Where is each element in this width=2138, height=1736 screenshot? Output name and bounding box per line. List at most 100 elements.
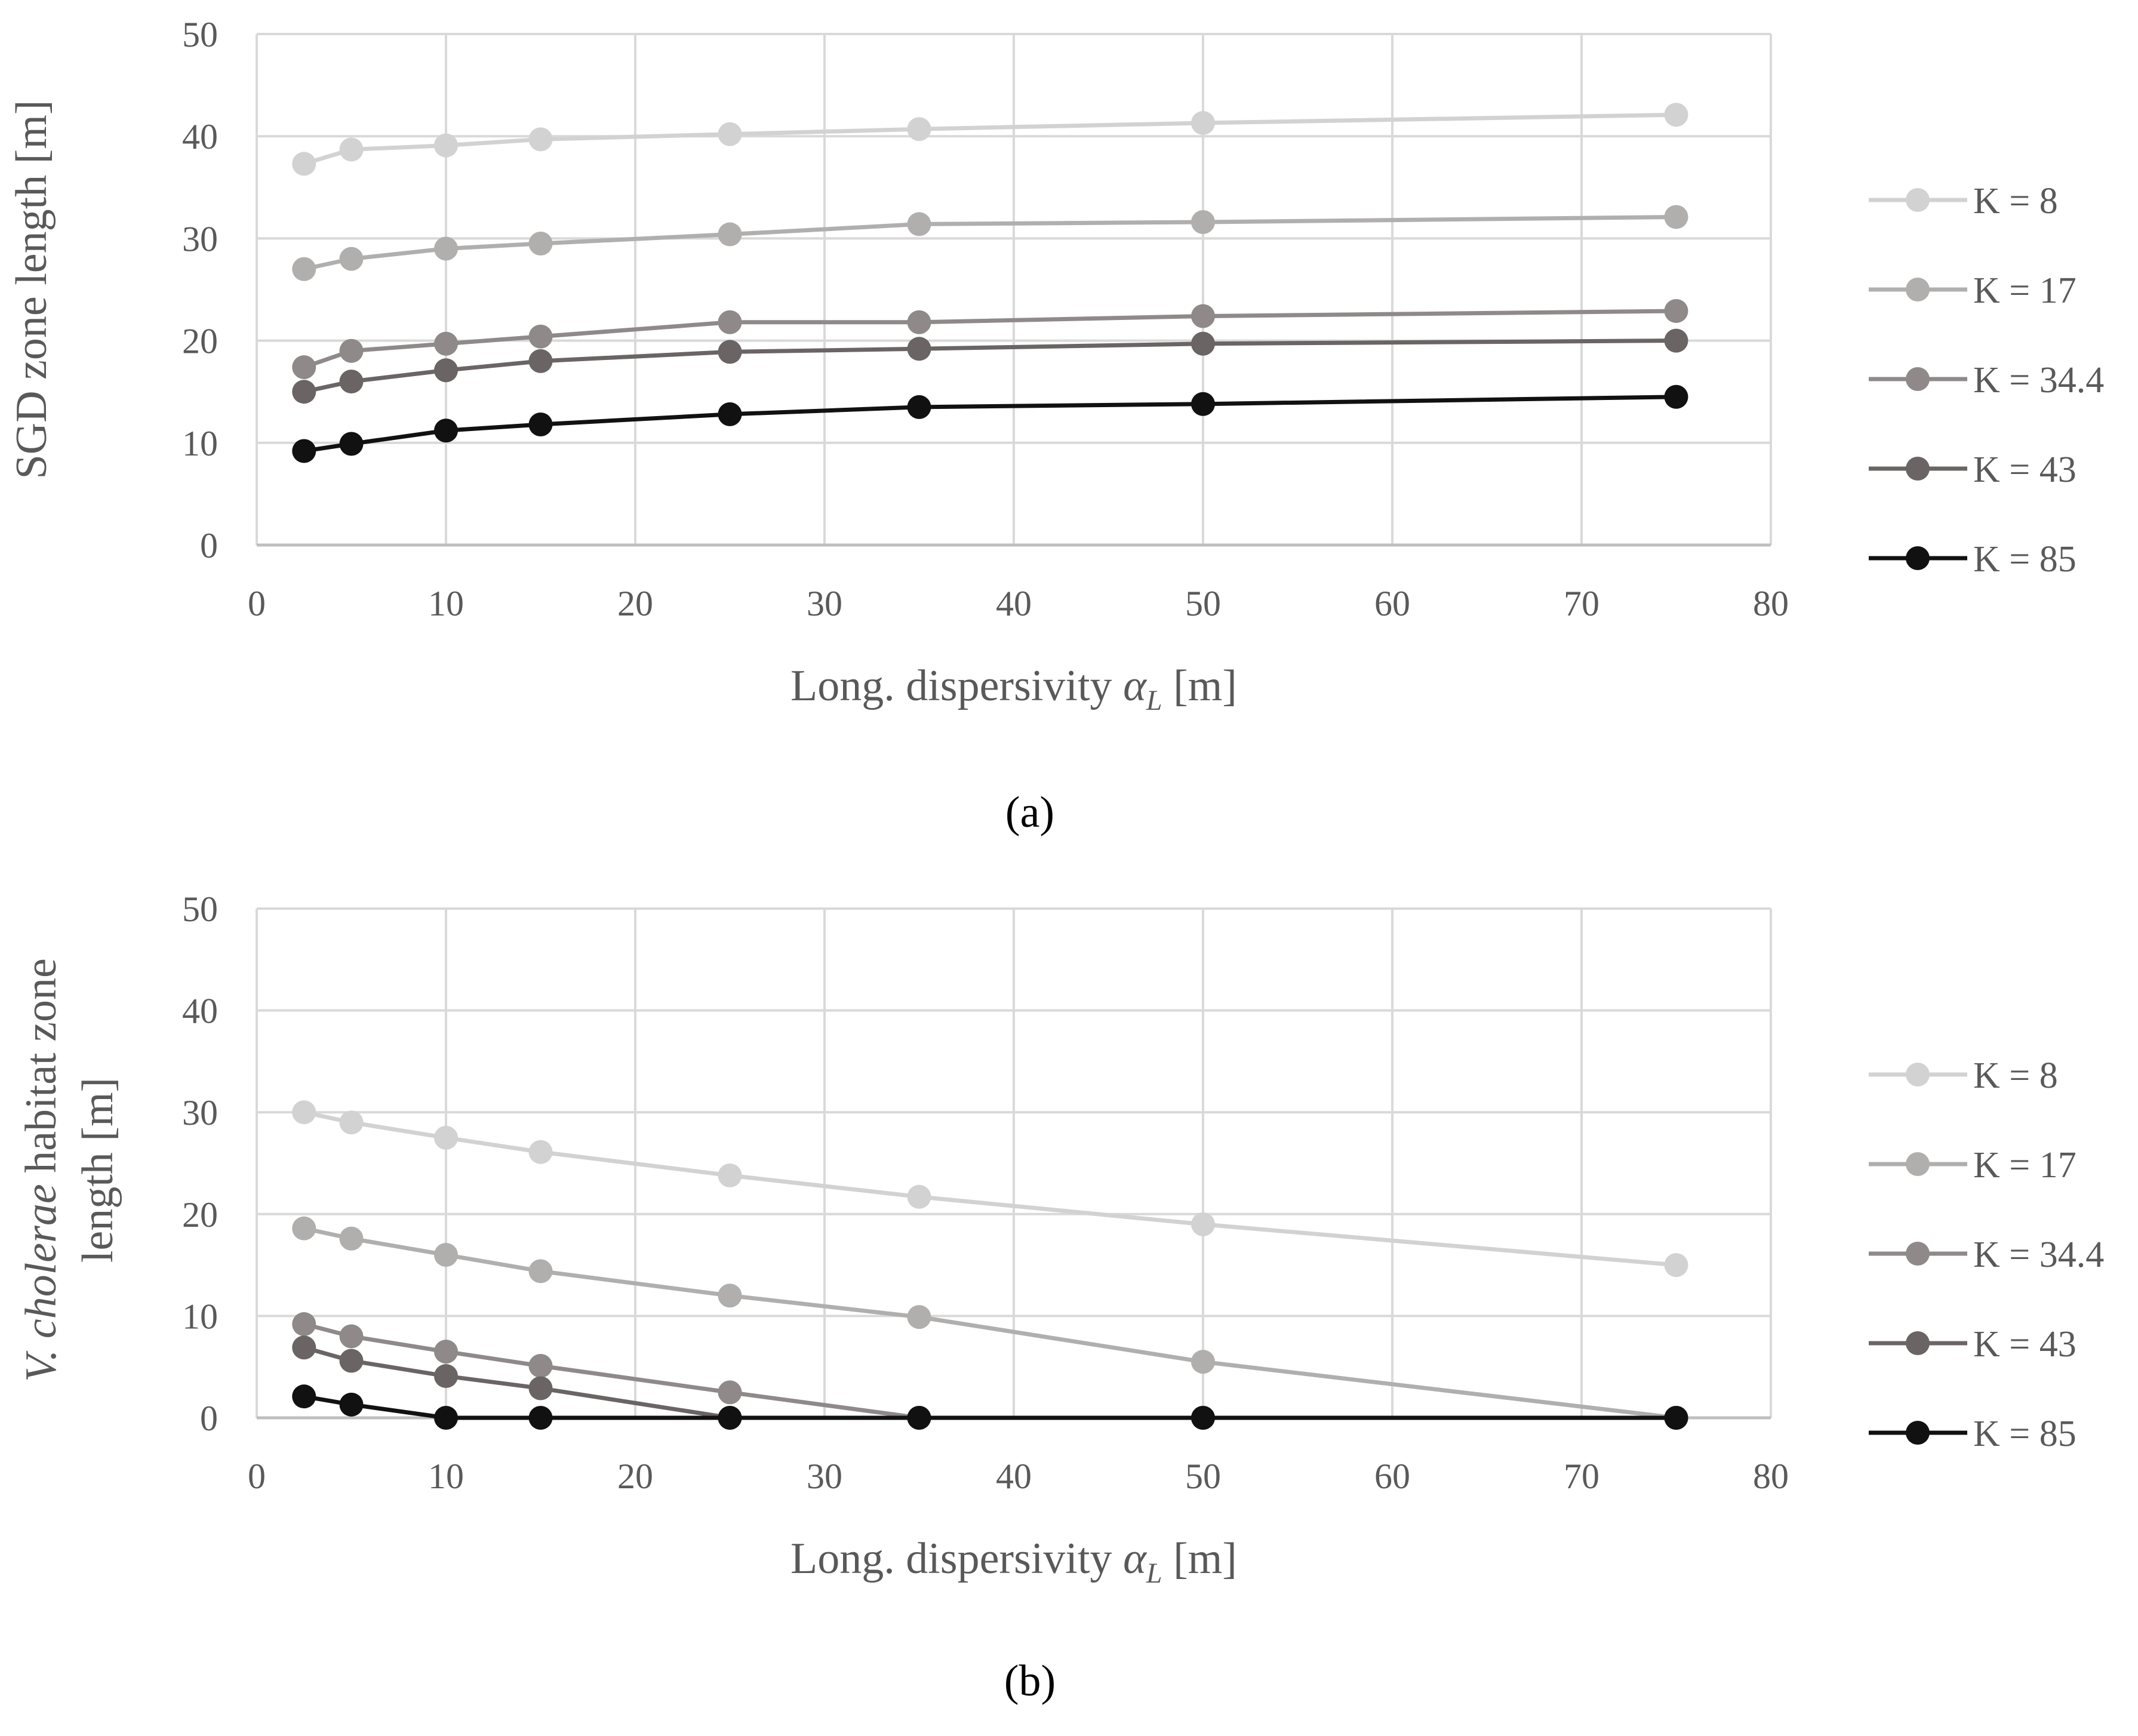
legend-marker [1906, 1063, 1930, 1086]
data-point [528, 231, 553, 256]
y-axis-label-italic-a: V. [17, 1338, 66, 1382]
series-line [303, 395, 1676, 453]
data-point [1191, 210, 1215, 235]
data-point [339, 1226, 364, 1251]
data-point [528, 412, 553, 436]
data-point [528, 1376, 553, 1401]
x-axis-label-subscript: L [1146, 685, 1162, 716]
y-axis-label-italic-b: cholerae [17, 1184, 66, 1338]
legend-item: K = 85 [1869, 539, 2077, 580]
x-axis-label-symbol: α [1123, 661, 1148, 710]
x-axis-label-unit: [m] [1162, 1534, 1237, 1583]
data-point [718, 122, 742, 146]
data-point [292, 439, 316, 463]
data-point [1664, 1406, 1688, 1430]
data-point [339, 247, 364, 271]
y-axis-label-rest: habitat zone [17, 958, 66, 1184]
series-k-85 [292, 384, 1688, 463]
y-tick-label: 40 [182, 117, 218, 156]
data-point [292, 380, 316, 404]
data-point [434, 133, 458, 158]
data-point [1664, 384, 1688, 409]
legend-marker [1906, 1242, 1930, 1266]
legend-marker [1906, 1331, 1930, 1355]
x-axis-label-main: Long. dispersivity [790, 661, 1123, 710]
data-point [339, 338, 364, 363]
data-point [718, 340, 742, 364]
y-tick-label: 30 [182, 1093, 218, 1132]
legend-marker [1906, 1152, 1930, 1176]
data-point [528, 1259, 553, 1283]
y-tick-label: 20 [182, 1195, 218, 1235]
data-point [292, 1312, 316, 1337]
data-point [1191, 304, 1215, 328]
y-tick-label: 20 [182, 322, 218, 361]
series-line [303, 1322, 1676, 1420]
series-line [303, 309, 1676, 370]
data-point [434, 1125, 458, 1150]
data-point [528, 349, 553, 373]
legend-item: K = 85 [1869, 1414, 2077, 1454]
legend-item: K = 17 [1869, 1145, 2077, 1186]
data-point [434, 358, 458, 383]
data-point [718, 222, 742, 247]
x-tick-label: 70 [1564, 584, 1599, 623]
data-point [907, 310, 931, 334]
data-point [1191, 331, 1215, 356]
tick-labels: 0 10 20 30 40 50 60 70 80 0 10 20 30 40 50 [182, 889, 1789, 1496]
data-point [292, 355, 316, 380]
series-k-17 [292, 1216, 1688, 1430]
y-tick-label: 30 [182, 219, 218, 258]
gridlines [256, 33, 1772, 546]
x-tick-label: 0 [248, 584, 266, 623]
data-point [339, 1324, 364, 1349]
data-point [292, 1335, 316, 1360]
panel-label: (b) [1004, 1657, 1056, 1706]
x-axis-label-symbol: α [1123, 1534, 1148, 1583]
data-point [434, 236, 458, 261]
x-tick-label: 20 [617, 584, 653, 623]
legend: K = 8 K = 17 K = 34.4 K = 43 K = 85 [1869, 181, 2104, 580]
data-point [339, 137, 364, 162]
data-point [718, 1163, 742, 1187]
data-point [718, 1406, 742, 1430]
series-k-34-4 [292, 298, 1688, 380]
series-line [303, 214, 1676, 272]
y-tick-label: 10 [182, 1297, 218, 1336]
data-point [907, 1184, 931, 1209]
data-point [434, 1340, 458, 1364]
data-point [339, 1110, 364, 1135]
x-tick-label: 30 [807, 1457, 842, 1496]
legend-label: K = 8 [1973, 1055, 2058, 1096]
data-point [528, 324, 553, 349]
legend-label: K = 43 [1973, 450, 2077, 490]
data-point [292, 1216, 316, 1241]
x-tick-label: 70 [1564, 1457, 1599, 1496]
y-tick-label: 40 [182, 992, 218, 1031]
data-point [339, 1392, 364, 1417]
legend-item: K = 8 [1869, 1055, 2058, 1096]
data-point [434, 1406, 458, 1430]
x-tick-label: 60 [1374, 1457, 1410, 1496]
data-point [528, 1140, 553, 1164]
y-axis-label: SGD zone length [m] [7, 100, 56, 479]
series-line [303, 1394, 1676, 1420]
series-k-43 [292, 328, 1688, 404]
data-point [1664, 328, 1688, 353]
legend-label: K = 85 [1973, 539, 2077, 580]
legend-label: K = 34.4 [1973, 1235, 2104, 1275]
legend-item: K = 34.4 [1869, 1235, 2104, 1275]
legend-item: K = 43 [1869, 1324, 2077, 1365]
legend-marker [1906, 457, 1930, 481]
tick-labels: 0 10 20 30 40 50 60 70 80 0 10 20 30 40 50 [182, 15, 1789, 623]
data-point [1191, 1406, 1215, 1430]
x-tick-label: 10 [428, 1457, 464, 1496]
x-tick-label: 10 [428, 584, 464, 623]
legend-label: K = 8 [1973, 181, 2058, 221]
data-point [292, 1100, 316, 1125]
series-k-43 [292, 1335, 1688, 1430]
data-point [1664, 103, 1688, 127]
data-point [292, 1384, 316, 1409]
